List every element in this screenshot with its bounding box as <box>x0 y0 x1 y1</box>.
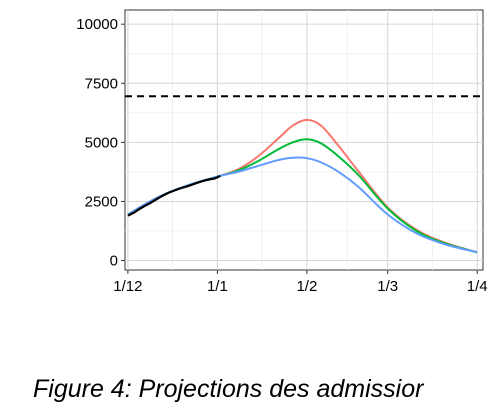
axis-ticks <box>121 23 478 274</box>
grid-major <box>125 10 483 270</box>
y-axis-labels: 0 2500 5000 7500 10000 <box>76 16 118 269</box>
y-tick-label: 0 <box>110 253 118 270</box>
y-tick-label: 10000 <box>76 16 118 33</box>
x-tick-label: 1/3 <box>377 278 398 295</box>
figure-caption: Figure 4: Projections des admissior <box>33 375 424 403</box>
x-tick-label: 1/4 <box>467 278 488 295</box>
observed-admissions-line <box>127 174 221 217</box>
x-tick-label: 1/1 <box>207 278 228 295</box>
x-tick-label: 1/12 <box>113 278 142 295</box>
observed-layer <box>127 174 221 217</box>
x-axis-labels: 1/12 1/1 1/2 1/3 1/4 <box>113 278 487 295</box>
y-tick-label: 2500 <box>85 193 118 210</box>
grid-minor <box>125 10 483 270</box>
y-tick-label: 5000 <box>85 134 118 151</box>
y-tick-label: 7500 <box>85 75 118 92</box>
x-tick-label: 1/2 <box>296 278 317 295</box>
